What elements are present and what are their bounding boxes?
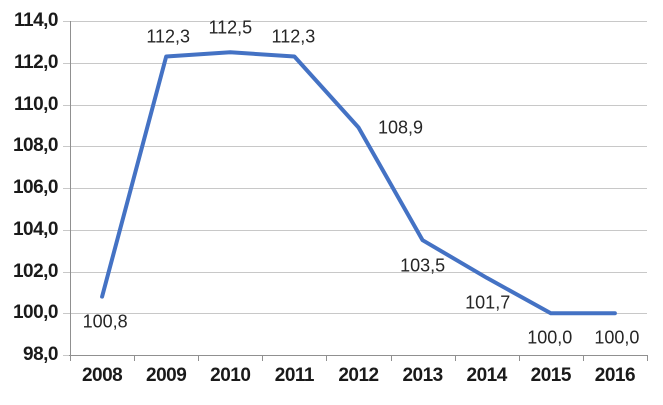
x-axis-tick-label: 2010 bbox=[210, 365, 251, 386]
data-point-label: 100,0 bbox=[594, 327, 640, 348]
data-point-label: 108,9 bbox=[377, 117, 424, 137]
y-axis-tick-label: 110,0 bbox=[14, 93, 59, 115]
series-line bbox=[100, 50, 617, 316]
x-axis-tick-label: 2014 bbox=[466, 365, 508, 386]
x-axis-tick-label: 2016 bbox=[594, 365, 636, 386]
x-axis-tick-label: 2009 bbox=[146, 365, 187, 386]
y-axis-tick-label: 102,0 bbox=[12, 260, 59, 282]
data-point-label: 112,3 bbox=[271, 26, 316, 46]
data-point-label: 112,3 bbox=[146, 26, 191, 46]
y-axis-tick-label: 100,0 bbox=[12, 302, 59, 324]
y-axis-tick-label: 108,0 bbox=[12, 135, 59, 157]
data-point-label: 100,0 bbox=[527, 327, 573, 348]
x-axis-tick-label: 2008 bbox=[81, 365, 123, 386]
y-axis-tick-label: 112,0 bbox=[14, 51, 59, 73]
y-axis-tick-label: 114,0 bbox=[14, 10, 59, 31]
x-axis-tick-label: 2013 bbox=[402, 365, 443, 386]
y-axis-tick-label: 104,0 bbox=[12, 218, 59, 240]
data-point-label: 112,5 bbox=[208, 17, 253, 38]
y-axis-tick-label: 98,0 bbox=[23, 344, 58, 365]
data-point-label: 101,7 bbox=[465, 292, 511, 313]
x-axis-tick-label: 2015 bbox=[530, 365, 572, 386]
x-axis-tick-label: 2012 bbox=[338, 365, 379, 386]
data-point-label: 103,5 bbox=[400, 255, 446, 276]
y-axis-tick-label: 106,0 bbox=[12, 177, 59, 198]
data-point-label: 100,8 bbox=[82, 311, 128, 332]
x-axis-tick-label: 2011 bbox=[274, 365, 315, 386]
